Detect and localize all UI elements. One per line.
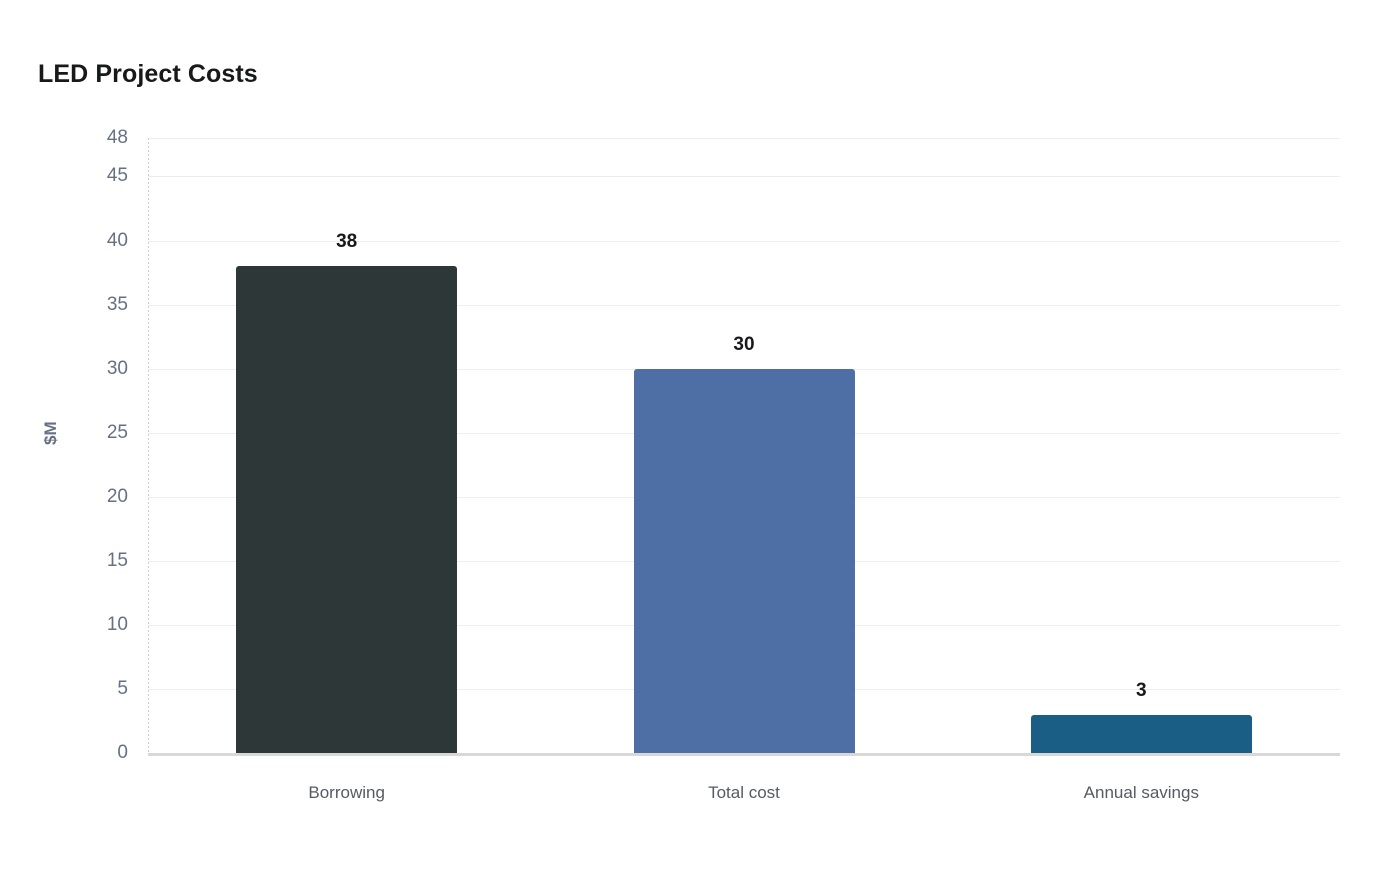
gridline-45 [148, 176, 1340, 178]
y-tick-label: 25 [106, 421, 128, 443]
x-axis-line [148, 753, 1340, 756]
chart-title: LED Project Costs [38, 60, 258, 88]
y-tick-label: 35 [106, 293, 128, 315]
bar-value-label-borrowing: 38 [336, 231, 358, 253]
gridline-48 [148, 138, 1340, 139]
bar-value-label-annual-savings: 3 [1136, 679, 1147, 701]
y-tick-label: 5 [117, 677, 128, 699]
bar-annual-savings[interactable] [1030, 714, 1252, 753]
x-category-label-annual-savings: Annual savings [1083, 783, 1199, 802]
bar-total-cost[interactable] [633, 368, 855, 753]
y-axis-line [148, 138, 149, 753]
bar-value-label-total-cost: 30 [733, 333, 755, 355]
y-tick-label: 30 [106, 357, 128, 379]
x-category-label-borrowing: Borrowing [308, 783, 385, 802]
bar-borrowing[interactable] [236, 266, 458, 753]
y-tick-label: 45 [106, 165, 128, 187]
gridline-40 [148, 240, 1340, 242]
y-tick-label: 15 [106, 549, 128, 571]
x-category-label-total-cost: Total cost [708, 783, 780, 802]
y-tick-label: 20 [106, 485, 128, 507]
gridline-35 [148, 304, 1340, 306]
y-tick-label: 0 [117, 742, 128, 763]
y-tick-label: 10 [106, 613, 128, 635]
y-tick-label: 40 [106, 229, 128, 251]
y-tick-label: 48 [106, 127, 128, 148]
